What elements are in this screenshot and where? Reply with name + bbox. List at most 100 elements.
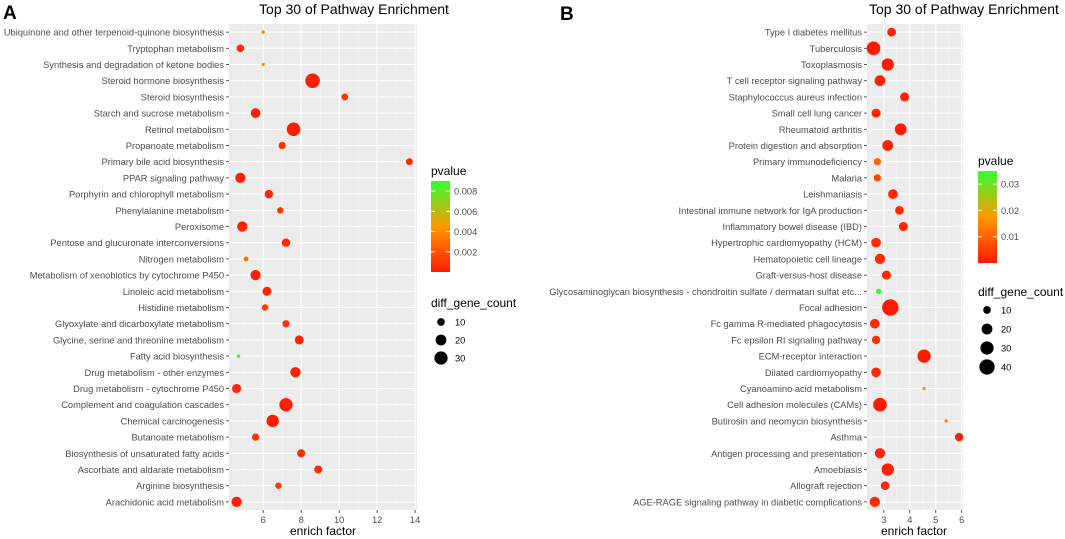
- data-point: [275, 482, 282, 489]
- y-tick-label: Ubiquinone and other terpenoid-quinone b…: [4, 28, 225, 38]
- y-tick-label: Glycosaminoglycan biosynthesis - chondro…: [549, 287, 862, 297]
- data-point: [314, 465, 323, 474]
- data-point: [297, 449, 306, 458]
- y-tick-label: Focal adhesion: [799, 303, 862, 313]
- data-point: [236, 354, 241, 358]
- y-tick-label: Protein digestion and absorption: [729, 141, 862, 151]
- data-point: [277, 207, 284, 214]
- size-legend-label: 20: [1001, 325, 1011, 335]
- y-tick-label: Fatty acid biosynthesis: [130, 352, 224, 362]
- y-tick-label: Intestinal immune network for IgA produc…: [679, 206, 862, 216]
- y-tick-label: Synthesis and degradation of ketone bodi…: [43, 60, 224, 70]
- y-tick-label: Drug metabolism - other enzymes: [84, 368, 224, 378]
- data-point: [900, 92, 910, 102]
- y-tick-label: Primary immunodeficiency: [753, 157, 862, 167]
- data-point: [286, 122, 301, 137]
- data-point: [882, 299, 899, 316]
- size-legend-dot: [437, 318, 445, 326]
- y-tick-label: Small cell lung cancer: [772, 109, 862, 119]
- y-tick-label: Butanoate metabolism: [131, 433, 224, 443]
- data-point: [261, 62, 265, 67]
- y-tick-label: Glycine, serine and threonine metabolism: [53, 335, 224, 345]
- data-point: [869, 318, 880, 329]
- y-tick-label: Primary bile acid biosynthesis: [102, 157, 225, 167]
- y-tick-label: Leishmaniasis: [803, 190, 862, 200]
- y-tick-label: Pentose and glucuronate interconversions: [50, 238, 224, 248]
- y-tick-label: Chemical carcinogenesis: [121, 416, 225, 426]
- y-tick-label: Phenylalanine metabolism: [115, 206, 224, 216]
- data-point: [871, 367, 881, 378]
- data-point: [917, 349, 931, 363]
- data-point: [871, 237, 881, 248]
- y-tick-label: T cell receptor signaling pathway: [727, 76, 863, 86]
- size-legend-label: 30: [1001, 344, 1011, 354]
- data-point: [875, 288, 882, 294]
- x-tick-label: 6: [261, 515, 266, 525]
- size-legend-dot: [980, 341, 994, 355]
- size-legend-dot: [435, 334, 447, 346]
- x-tick-label: 12: [372, 515, 382, 525]
- size-legend-label: 10: [1001, 306, 1011, 316]
- panel-b: B Top 30 of Pathway Enrichment Type I di…: [549, 1, 1063, 538]
- data-point: [405, 158, 413, 166]
- y-tick-label: Amoebiasis: [814, 465, 862, 475]
- data-point: [262, 286, 272, 296]
- pvalue-colorbar-b: [978, 171, 997, 263]
- size-legend-dot: [983, 306, 991, 314]
- data-point: [874, 448, 886, 459]
- y-tick-label: Fc epsilon RI signaling pathway: [731, 335, 862, 345]
- data-point: [290, 367, 301, 378]
- x-tick-label: 8: [299, 515, 304, 525]
- data-point: [881, 270, 891, 280]
- y-tick-label: Nitrogen metabolism: [139, 254, 225, 264]
- y-tick-label: Linoleic acid metabolism: [123, 287, 225, 297]
- y-tick-label: Cyanoamino acid metabolism: [740, 384, 862, 394]
- data-point: [264, 189, 274, 199]
- data-point: [874, 253, 886, 265]
- data-point: [944, 419, 948, 423]
- y-tick-label: Type I diabetes mellitus: [765, 28, 863, 38]
- colorbar-tick-label: 0.02: [1001, 206, 1019, 216]
- data-point: [871, 108, 881, 118]
- x-tick-label: 5: [933, 515, 938, 525]
- y-tick-label: Graft-versus-host disease: [756, 271, 862, 281]
- data-point: [232, 383, 242, 394]
- y-tick-label: Allograft rejection: [790, 481, 862, 491]
- colorbar-tick-label: 0.01: [1001, 232, 1019, 242]
- y-tick-label: Glyoxylate and dicarboxylate metabolism: [55, 319, 224, 329]
- y-tick-label: PPAR signaling pathway: [123, 173, 224, 183]
- pvalue-legend-title-b: pvalue: [978, 154, 1014, 168]
- data-point: [305, 73, 320, 88]
- data-point: [881, 463, 894, 476]
- y-tick-label: Arginine biosynthesis: [136, 481, 224, 491]
- data-point: [873, 158, 882, 166]
- data-point: [236, 44, 245, 53]
- y-tick-label: Propanoate metabolism: [126, 141, 224, 151]
- data-point: [235, 172, 246, 184]
- plot-area-b: [867, 24, 963, 510]
- data-point: [882, 140, 894, 151]
- data-point: [279, 398, 293, 412]
- chart-title-b: Top 30 of Pathway Enrichment: [869, 1, 1059, 17]
- data-point: [873, 397, 887, 412]
- y-tick-label: Steroid hormone biosynthesis: [102, 76, 225, 86]
- pvalue-colorbar-a: [431, 181, 450, 272]
- data-point: [888, 189, 898, 199]
- y-tick-label: Malaria: [832, 173, 863, 183]
- data-point: [874, 75, 886, 87]
- data-point: [866, 41, 881, 56]
- y-tick-label: Hematopoietic cell lineage: [753, 254, 862, 264]
- data-point: [282, 320, 290, 328]
- data-point: [341, 93, 349, 101]
- colorbar-tick-label: 0.03: [1001, 180, 1019, 190]
- count-legend-title-a: diff_gene_count: [431, 296, 517, 310]
- panel-label-a: A: [3, 3, 17, 24]
- y-tick-label: Steroid biosynthesis: [141, 92, 225, 102]
- colorbar-tick-label: 0.008: [454, 187, 477, 197]
- x-tick-label: 4: [907, 515, 912, 525]
- data-point: [250, 269, 261, 281]
- y-tick-label: ECM-receptor interaction: [759, 352, 862, 362]
- data-point: [294, 335, 304, 345]
- size-legend-dot: [981, 323, 993, 335]
- data-point: [895, 205, 904, 215]
